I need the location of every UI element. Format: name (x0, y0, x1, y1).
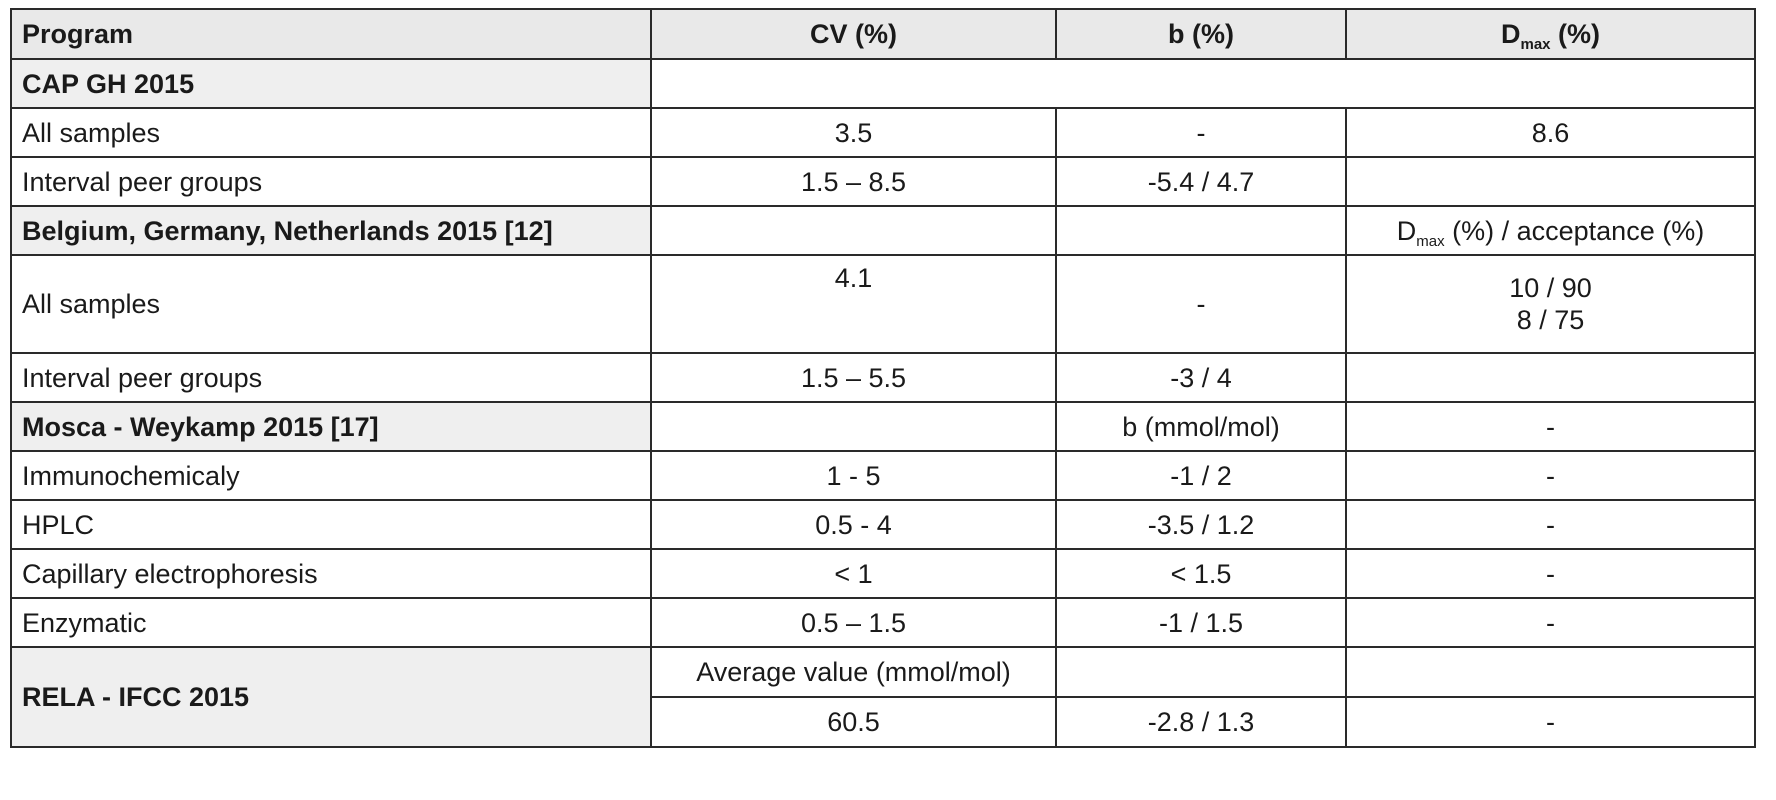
cv-cell: 4.1 (650, 254, 1057, 354)
average-value-cell: 60.5 (650, 696, 1057, 748)
cv-cell (650, 401, 1057, 452)
quality-specifications-table: Program CV (%) b (%) Dmax (%) CAP GH 201… (10, 8, 1756, 748)
b-cell: -3 / 4 (1055, 352, 1347, 403)
header-dmax-main: D (1500, 19, 1521, 49)
cv-cell: 1.5 – 8.5 (650, 156, 1057, 207)
table-row: Interval peer groups 1.5 – 8.5 -5.4 / 4.… (10, 156, 1756, 207)
table-row: All samples 4.1 - 10 / 90 8 / 75 (10, 254, 1756, 354)
dmax-acceptance-sub: max (1416, 232, 1445, 250)
b-cell: -1 / 2 (1055, 450, 1347, 501)
section-title-cap: CAP GH 2015 (10, 58, 652, 109)
cv-cell: 1.5 – 5.5 (650, 352, 1057, 403)
header-row: Program CV (%) b (%) Dmax (%) (10, 8, 1756, 60)
row-label: Capillary electrophoresis (10, 548, 652, 599)
row-label: HPLC (10, 499, 652, 550)
section-title-bgn: Belgium, Germany, Netherlands 2015 [12] (10, 205, 652, 256)
b-cell: -2.8 / 1.3 (1055, 696, 1347, 748)
header-b: b (%) (1055, 8, 1347, 60)
section-row-mosca: Mosca - Weykamp 2015 [17] b (mmol/mol) - (10, 401, 1756, 452)
section-title-mosca: Mosca - Weykamp 2015 [17] (10, 401, 652, 452)
row-label: All samples (10, 254, 652, 354)
dmax-cell: 10 / 90 8 / 75 (1345, 254, 1756, 354)
dmax-line-2: 8 / 75 (1516, 305, 1585, 335)
average-value-header: Average value (mmol/mol) (650, 646, 1057, 698)
header-dmax-suffix: (%) (1550, 19, 1601, 49)
row-label: Interval peer groups (10, 352, 652, 403)
b-cell: -5.4 / 4.7 (1055, 156, 1347, 207)
b-cell: < 1.5 (1055, 548, 1347, 599)
dmax-acceptance-suffix: (%) / acceptance (%) (1444, 215, 1705, 246)
b-cell: -1 / 1.5 (1055, 597, 1347, 648)
dmax-acceptance-main: D (1396, 215, 1417, 246)
b-cell (1055, 646, 1347, 698)
b-cell (1055, 205, 1347, 256)
dmax-acceptance-header: Dmax (%) / acceptance (%) (1345, 205, 1756, 256)
dmax-line-1: 10 / 90 (1509, 273, 1592, 303)
table-row: HPLC 0.5 - 4 -3.5 / 1.2 - (10, 499, 1756, 550)
section-row-cap: CAP GH 2015 (10, 58, 1756, 109)
b-unit-header: b (mmol/mol) (1055, 401, 1347, 452)
table-container: Program CV (%) b (%) Dmax (%) CAP GH 201… (10, 8, 1756, 748)
header-dmax: Dmax (%) (1345, 8, 1756, 60)
table-row: All samples 3.5 - 8.6 (10, 107, 1756, 158)
section-title-rela: RELA - IFCC 2015 (10, 646, 652, 748)
row-label: All samples (10, 107, 652, 158)
header-program: Program (10, 8, 652, 60)
row-label: Interval peer groups (10, 156, 652, 207)
b-cell: -3.5 / 1.2 (1055, 499, 1347, 550)
dmax-cell: - (1345, 450, 1756, 501)
b-cell: - (1055, 107, 1347, 158)
dmax-cell: - (1345, 499, 1756, 550)
section-blank-cap (650, 58, 1756, 109)
table-row: 60.5 -2.8 / 1.3 - (11, 696, 1756, 748)
dmax-cell: 8.6 (1345, 107, 1756, 158)
cv-cell: < 1 (650, 548, 1057, 599)
table-row: Capillary electrophoresis < 1 < 1.5 - (10, 548, 1756, 599)
dmax-cell: - (1345, 597, 1756, 648)
header-dmax-sub: max (1520, 36, 1551, 53)
section-row-bgn: Belgium, Germany, Netherlands 2015 [12] … (10, 205, 1756, 256)
section-row-rela: RELA - IFCC 2015 Average value (mmol/mol… (10, 646, 1756, 748)
cv-cell: 0.5 – 1.5 (650, 597, 1057, 648)
dmax-cell (1345, 646, 1756, 698)
header-cv: CV (%) (650, 8, 1057, 60)
row-label: Enzymatic (10, 597, 652, 648)
dmax-cell: - (1345, 401, 1756, 452)
row-label: Immunochemicaly (10, 450, 652, 501)
table-row: Enzymatic 0.5 – 1.5 -1 / 1.5 - (10, 597, 1756, 648)
cv-cell: 1 - 5 (650, 450, 1057, 501)
cv-cell (650, 205, 1057, 256)
dmax-cell (1345, 352, 1756, 403)
dmax-cell: - (1345, 548, 1756, 599)
table-row: Interval peer groups 1.5 – 5.5 -3 / 4 (10, 352, 1756, 403)
cv-cell: 0.5 - 4 (650, 499, 1057, 550)
dmax-cell: - (1345, 696, 1756, 748)
cv-cell: 3.5 (650, 107, 1057, 158)
dmax-cell (1345, 156, 1756, 207)
table-row: Immunochemicaly 1 - 5 -1 / 2 - (10, 450, 1756, 501)
b-cell: - (1055, 254, 1347, 354)
